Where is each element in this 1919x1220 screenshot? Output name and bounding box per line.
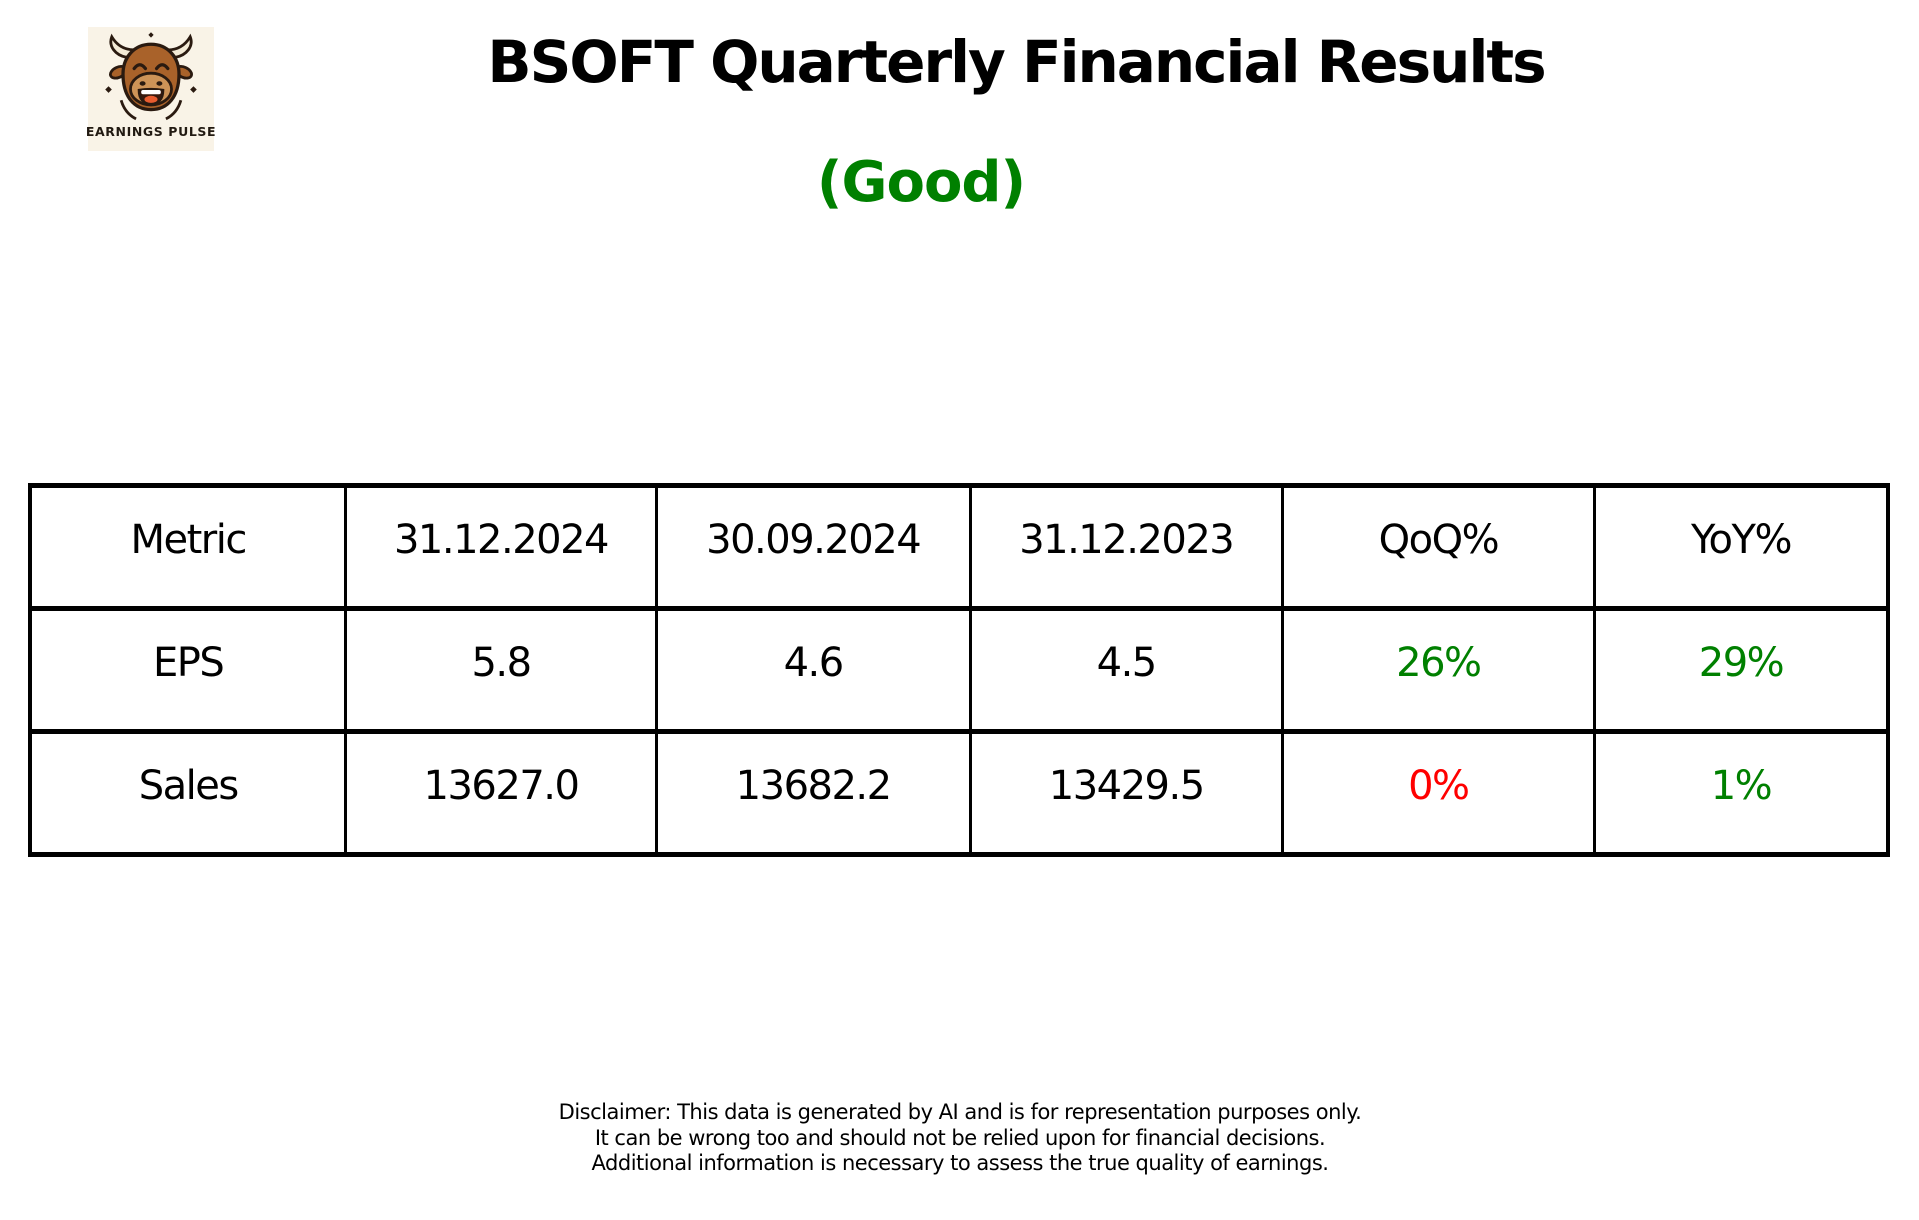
column-header-q-current: 31.12.2024	[344, 483, 658, 611]
sales-value-previous: 13682.2	[654, 729, 972, 857]
column-header-yoy: YoY%	[1592, 483, 1890, 611]
table-row-sales: Sales 13627.0 13682.2 13429.5 0% 1%	[28, 729, 1890, 857]
disclaimer: Disclaimer: This data is generated by AI…	[559, 1100, 1362, 1177]
page-title: BSOFT Quarterly Financial Results	[487, 28, 1546, 96]
quarterly-results-table: Metric 31.12.2024 30.09.2024 31.12.2023 …	[28, 483, 1890, 857]
table-row-eps: EPS 5.8 4.6 4.5 26% 29%	[28, 606, 1890, 734]
verdict-label: (Good)	[816, 150, 1026, 215]
eps-yoy-percent: 29%	[1592, 606, 1890, 734]
disclaimer-line-1: Disclaimer: This data is generated by AI…	[558, 1100, 1362, 1124]
column-header-qoq: QoQ%	[1280, 483, 1596, 611]
earnings-pulse-logo: EARNINGS PULSE	[85, 27, 217, 151]
eps-value-yearago: 4.5	[968, 606, 1284, 734]
disclaimer-line-3: Additional information is necessary to a…	[591, 1151, 1329, 1175]
sales-yoy-percent: 1%	[1592, 729, 1890, 857]
eps-qoq-percent: 26%	[1280, 606, 1596, 734]
sales-qoq-percent: 0%	[1280, 729, 1596, 857]
eps-value-current: 5.8	[344, 606, 658, 734]
disclaimer-line-2: It can be wrong too and should not be re…	[594, 1125, 1326, 1150]
column-header-q-previous: 30.09.2024	[654, 483, 972, 611]
column-header-q-yearago: 31.12.2023	[968, 483, 1284, 611]
table-header-row: Metric 31.12.2024 30.09.2024 31.12.2023 …	[28, 483, 1890, 611]
eps-metric-label: EPS	[28, 606, 348, 734]
sales-metric-label: Sales	[28, 729, 348, 857]
sales-value-current: 13627.0	[344, 729, 658, 857]
column-header-metric: Metric	[28, 483, 348, 611]
sales-value-yearago: 13429.5	[968, 729, 1284, 857]
logo-brand-text: EARNINGS PULSE	[85, 124, 217, 139]
eps-value-previous: 4.6	[654, 606, 972, 734]
bull-logo-icon	[105, 32, 197, 121]
